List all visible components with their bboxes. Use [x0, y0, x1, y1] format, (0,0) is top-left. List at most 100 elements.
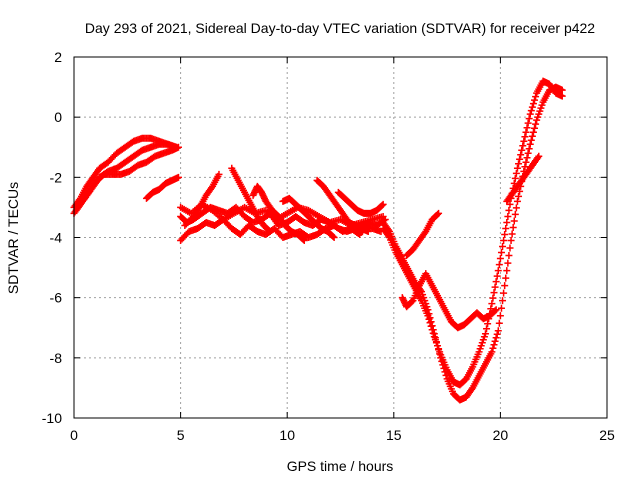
data-point [195, 205, 203, 213]
data-point [491, 283, 499, 291]
data-point [522, 128, 530, 136]
data-point [300, 237, 308, 245]
data-point [493, 330, 501, 338]
y-tick-label: -6 [50, 290, 63, 306]
data-point [491, 337, 499, 345]
x-axis-label: GPS time / hours [287, 458, 394, 474]
data-point [77, 199, 85, 207]
data-point [384, 232, 392, 240]
data-point [495, 319, 503, 327]
data-point [535, 152, 543, 160]
data-point [468, 385, 476, 393]
data-point [504, 212, 512, 220]
data-point [513, 164, 521, 172]
series-track-14 [379, 83, 566, 404]
data-point [379, 212, 387, 220]
data-point [497, 249, 505, 257]
data-point [528, 132, 536, 140]
data-point [501, 230, 509, 238]
data-point [527, 136, 535, 144]
data-point [519, 142, 527, 150]
data-point [424, 312, 432, 320]
data-point [529, 100, 537, 108]
data-point [174, 173, 182, 181]
data-point [529, 128, 537, 136]
data-point [500, 289, 508, 297]
y-tick-label: -8 [50, 350, 63, 366]
data-point [429, 329, 437, 337]
data-point [379, 200, 387, 208]
data-point [531, 124, 539, 132]
data-point [502, 224, 510, 232]
plot-frame [73, 56, 608, 419]
data-point [511, 210, 519, 218]
data-point [527, 107, 535, 115]
data-point [489, 294, 497, 302]
data-point [524, 149, 532, 157]
data-point [489, 344, 497, 352]
data-point [330, 234, 338, 241]
data-point [499, 297, 507, 305]
data-point [521, 133, 529, 141]
data-point [481, 330, 489, 338]
data-point [364, 227, 372, 235]
series-track-10 [249, 182, 308, 245]
series-track-16 [398, 270, 500, 332]
series-track-3 [72, 143, 182, 214]
y-tick-label: -10 [42, 410, 62, 426]
x-tick-label: 20 [493, 427, 509, 443]
data-point [504, 259, 512, 267]
data-point [501, 282, 509, 290]
data-point [505, 252, 513, 260]
data-point [500, 237, 508, 245]
grid [74, 57, 607, 418]
data-point [531, 96, 539, 104]
series-track-11 [279, 194, 338, 241]
data-point [495, 261, 503, 269]
data-point [492, 306, 500, 314]
data-point [483, 325, 491, 333]
data-point [427, 322, 435, 330]
data-point [516, 155, 524, 163]
data-point [525, 115, 533, 123]
chart-title: Day 293 of 2021, Sidereal Day-to-day VTE… [85, 20, 595, 36]
data-point [515, 160, 523, 168]
data-point [378, 201, 386, 209]
data-point [497, 304, 505, 312]
series-track-17 [403, 209, 443, 260]
data-point [299, 236, 307, 244]
series-track-4 [142, 173, 182, 202]
data-point [494, 267, 502, 275]
data-point [215, 170, 223, 178]
data-point [532, 93, 540, 101]
data-point [492, 334, 500, 342]
data-point [523, 154, 531, 162]
data-point [490, 289, 498, 297]
data-point [526, 110, 534, 118]
data-point [526, 140, 534, 148]
data-point [266, 227, 274, 235]
data-point [513, 197, 521, 205]
data-points [70, 77, 566, 404]
data-point [503, 218, 511, 226]
data-point [522, 158, 530, 166]
data-point [491, 307, 499, 315]
x-tick-label: 5 [177, 427, 185, 443]
data-point [265, 226, 273, 234]
data-point [525, 145, 533, 153]
data-point [493, 272, 501, 280]
data-point [426, 319, 434, 327]
x-tick-label: 10 [279, 427, 295, 443]
data-point [488, 348, 496, 356]
data-point [523, 124, 531, 132]
series-track-13 [334, 188, 387, 217]
data-point [520, 137, 528, 145]
data-point [492, 278, 500, 286]
data-point [496, 312, 504, 320]
data-point [484, 320, 492, 328]
series-track-18 [503, 152, 543, 205]
data-point [521, 163, 529, 171]
data-point [329, 232, 337, 240]
data-point [558, 86, 566, 94]
